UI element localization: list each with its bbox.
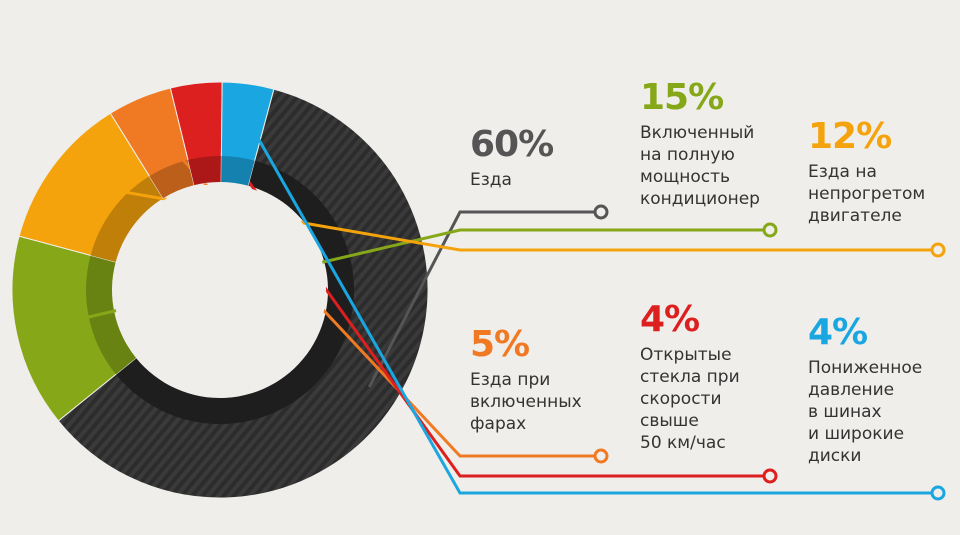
category-label-cold-engine: Езда на непрогретом двигателе [808, 162, 926, 226]
category-label-air-conditioner: Включенный на полную мощность кондиционе… [640, 123, 760, 209]
label-block-driving: 60% Езда [470, 124, 554, 191]
value-label-open-windows: 4% [640, 299, 700, 340]
label-block-low-tire-pressure: 4% Пониженное давление в шинах и широкие… [808, 313, 922, 467]
label-block-cold-engine: 12% Езда на непрогретом двигателе [808, 117, 925, 227]
slice-band-headlights [149, 159, 195, 199]
donut-hole [114, 184, 326, 396]
leader-dot-air-conditioner [762, 222, 778, 238]
leader-dot-driving [593, 204, 609, 220]
slice-band-open-windows [188, 156, 222, 186]
slice-band-air-conditioner [86, 255, 137, 375]
label-block-open-windows: 4% Открытые стекла при скорости свыше 50… [640, 300, 740, 454]
leader-line-driving [367, 210, 595, 388]
value-label-air-conditioner: 15% [640, 77, 724, 118]
category-label-headlights: Езда при включенных фарах [470, 370, 582, 434]
value-label-driving: 60% [470, 124, 554, 165]
category-label-driving: Езда [470, 170, 512, 190]
category-label-low-tire-pressure: Пониженное давление в шинах и широкие ди… [808, 358, 923, 466]
leader-dot-low-tire-pressure [930, 485, 946, 501]
leader-dot-open-windows [762, 468, 778, 484]
leader-dot-cold-engine [930, 242, 946, 258]
leader-dot-headlights [593, 448, 609, 464]
value-label-headlights: 5% [470, 324, 530, 365]
value-label-cold-engine: 12% [808, 116, 892, 157]
slice-band-cold-engine [90, 176, 164, 263]
label-block-air-conditioner: 15% Включенный на полную мощность кондиц… [640, 78, 760, 210]
value-label-low-tire-pressure: 4% [808, 312, 868, 353]
slice-band-low-tire-pressure [221, 156, 255, 186]
label-block-headlights: 5% Езда при включенных фарах [470, 325, 582, 435]
category-label-open-windows: Открытые стекла при скорости свыше 50 км… [640, 345, 740, 453]
leader-line-low-tire-pressure [242, 112, 932, 495]
